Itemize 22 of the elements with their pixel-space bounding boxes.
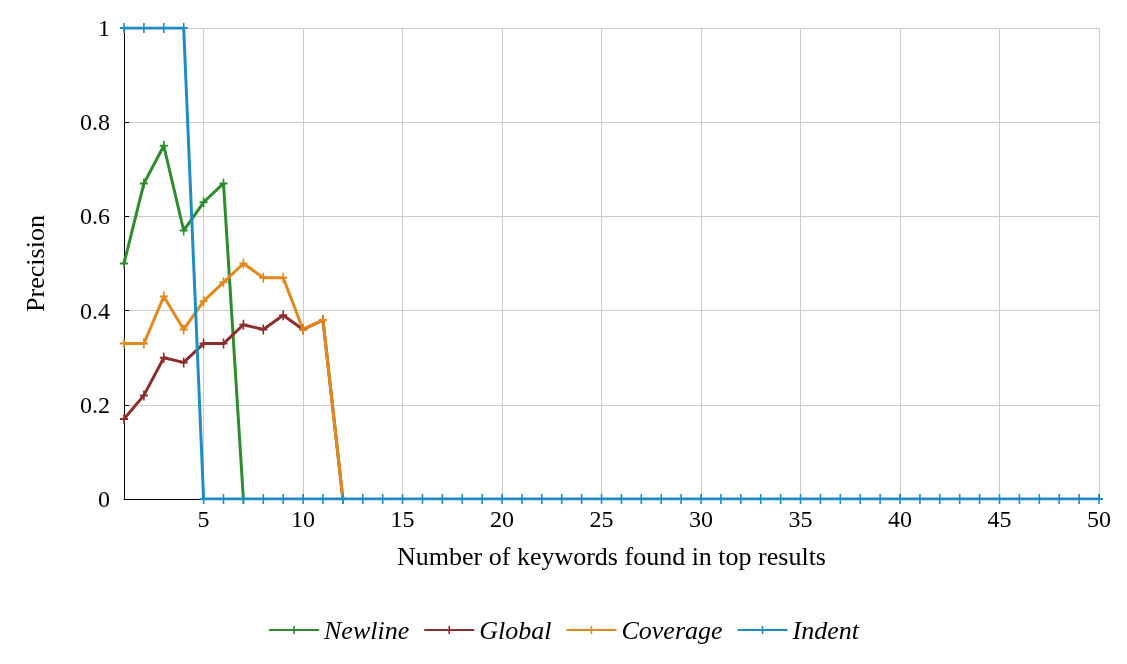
legend-label: Coverage bbox=[621, 615, 723, 645]
x-axis-title: Number of keywords found in top results bbox=[397, 541, 826, 571]
y-tick-label: 0 bbox=[98, 486, 110, 512]
y-tick-label: 0.4 bbox=[80, 297, 110, 324]
y-tick-label: 1 bbox=[98, 15, 110, 41]
x-tick-label: 20 bbox=[490, 506, 515, 532]
legend-label: Indent bbox=[791, 615, 860, 645]
x-tick-label: 30 bbox=[689, 506, 714, 532]
x-tick-label: 40 bbox=[888, 506, 913, 532]
legend-label: Newline bbox=[323, 615, 410, 645]
y-axis-title: Precision bbox=[20, 215, 50, 312]
y-tick-label: 0.6 bbox=[80, 203, 110, 230]
y-tick-label: 0.8 bbox=[80, 109, 110, 136]
x-tick-label: 50 bbox=[1087, 506, 1111, 532]
x-tick-label: 25 bbox=[589, 506, 614, 532]
x-tick-label: 10 bbox=[291, 506, 316, 532]
x-tick-label: 35 bbox=[788, 506, 813, 532]
legend-label: Global bbox=[479, 615, 552, 645]
x-tick-label: 5 bbox=[197, 506, 210, 532]
y-tick-label: 0.2 bbox=[80, 391, 110, 418]
x-tick-label: 15 bbox=[390, 506, 415, 532]
x-tick-label: 45 bbox=[987, 506, 1012, 532]
